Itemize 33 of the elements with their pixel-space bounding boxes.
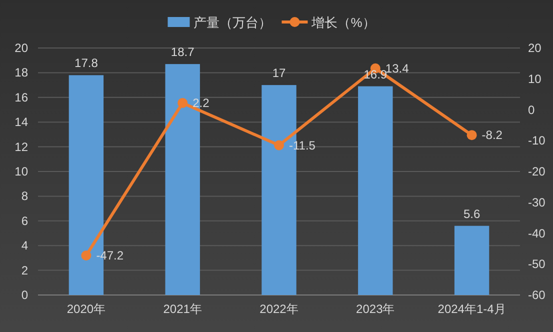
- y-tick-label: 4: [21, 238, 28, 253]
- y2-tick-label: 10: [528, 72, 542, 86]
- x-tick-label: 2023年: [356, 302, 395, 316]
- y2-tick-label: -40: [528, 226, 546, 240]
- data-label: -8.2: [482, 128, 503, 142]
- y2-tick-label: -60: [528, 288, 546, 302]
- data-label: 5.6: [463, 206, 480, 221]
- y-tick-label: 6: [21, 214, 28, 228]
- data-label: 17.8: [74, 56, 98, 70]
- y-tick-label: 8: [21, 189, 28, 204]
- y-tick-label: 10: [14, 164, 28, 178]
- y-tick-label: 16: [14, 90, 28, 104]
- y-tick-label: 18: [14, 66, 28, 80]
- x-tick-label: 2022年: [260, 302, 298, 316]
- y-tick-label: 12: [14, 140, 28, 154]
- legend-label: 增长（%）: [310, 15, 376, 30]
- x-tick-label: 2021年: [163, 302, 202, 316]
- y2-tick-label: 20: [528, 41, 542, 55]
- y2-tick-label: -20: [528, 164, 546, 178]
- data-label: 18.7: [170, 45, 195, 60]
- y-tick-label: 2: [21, 263, 28, 278]
- x-tick-label: 2024年1-4月: [438, 302, 506, 316]
- y2-tick-label: -50: [528, 257, 546, 272]
- y2-tick-label: -10: [528, 134, 546, 148]
- y2-tick-label: 0: [528, 102, 535, 117]
- y-tick-label: 20: [14, 41, 28, 55]
- y-tick-label: 14: [14, 115, 28, 130]
- legend-label: 产量（万台）: [194, 15, 272, 30]
- y2-tick-label: -30: [528, 195, 546, 210]
- data-label: 17: [272, 66, 286, 80]
- y-tick-label: 0: [21, 288, 28, 302]
- data-label: 13.4: [385, 61, 410, 76]
- x-tick-label: 2020年: [66, 302, 106, 316]
